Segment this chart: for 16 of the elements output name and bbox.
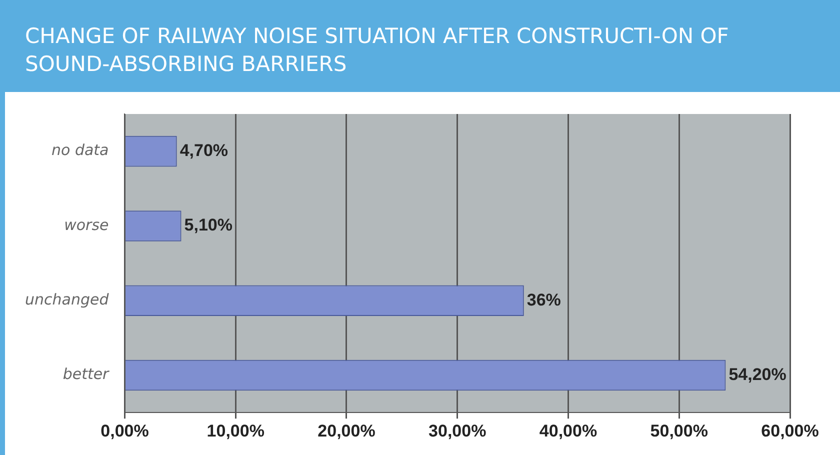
x-tick-label: 0,00% <box>100 421 149 440</box>
y-tick-label: no data <box>51 141 109 160</box>
x-tick-label: 30,00% <box>428 421 486 440</box>
x-tick-label: 10,00% <box>206 421 264 440</box>
y-tick-label: unchanged <box>24 290 110 309</box>
data-label: 4,70% <box>180 141 228 160</box>
x-tick-label: 40,00% <box>539 421 598 440</box>
data-label: 54,20% <box>728 364 786 384</box>
x-tick-label: 60,00% <box>761 421 819 440</box>
data-label: 36% <box>526 290 561 310</box>
x-tick-label: 20,00% <box>318 421 376 440</box>
x-tick-label: 50,00% <box>650 421 708 440</box>
y-tick-label: worse <box>64 216 109 234</box>
data-label: 5,10% <box>184 216 232 235</box>
chart-title: CHANGE OF RAILWAY NOISE SITUATION AFTER CONSTRUCTI-ON OF SOUND-ABSORBING BARRIERS <box>5 0 840 92</box>
y-tick-label: better <box>62 365 110 384</box>
